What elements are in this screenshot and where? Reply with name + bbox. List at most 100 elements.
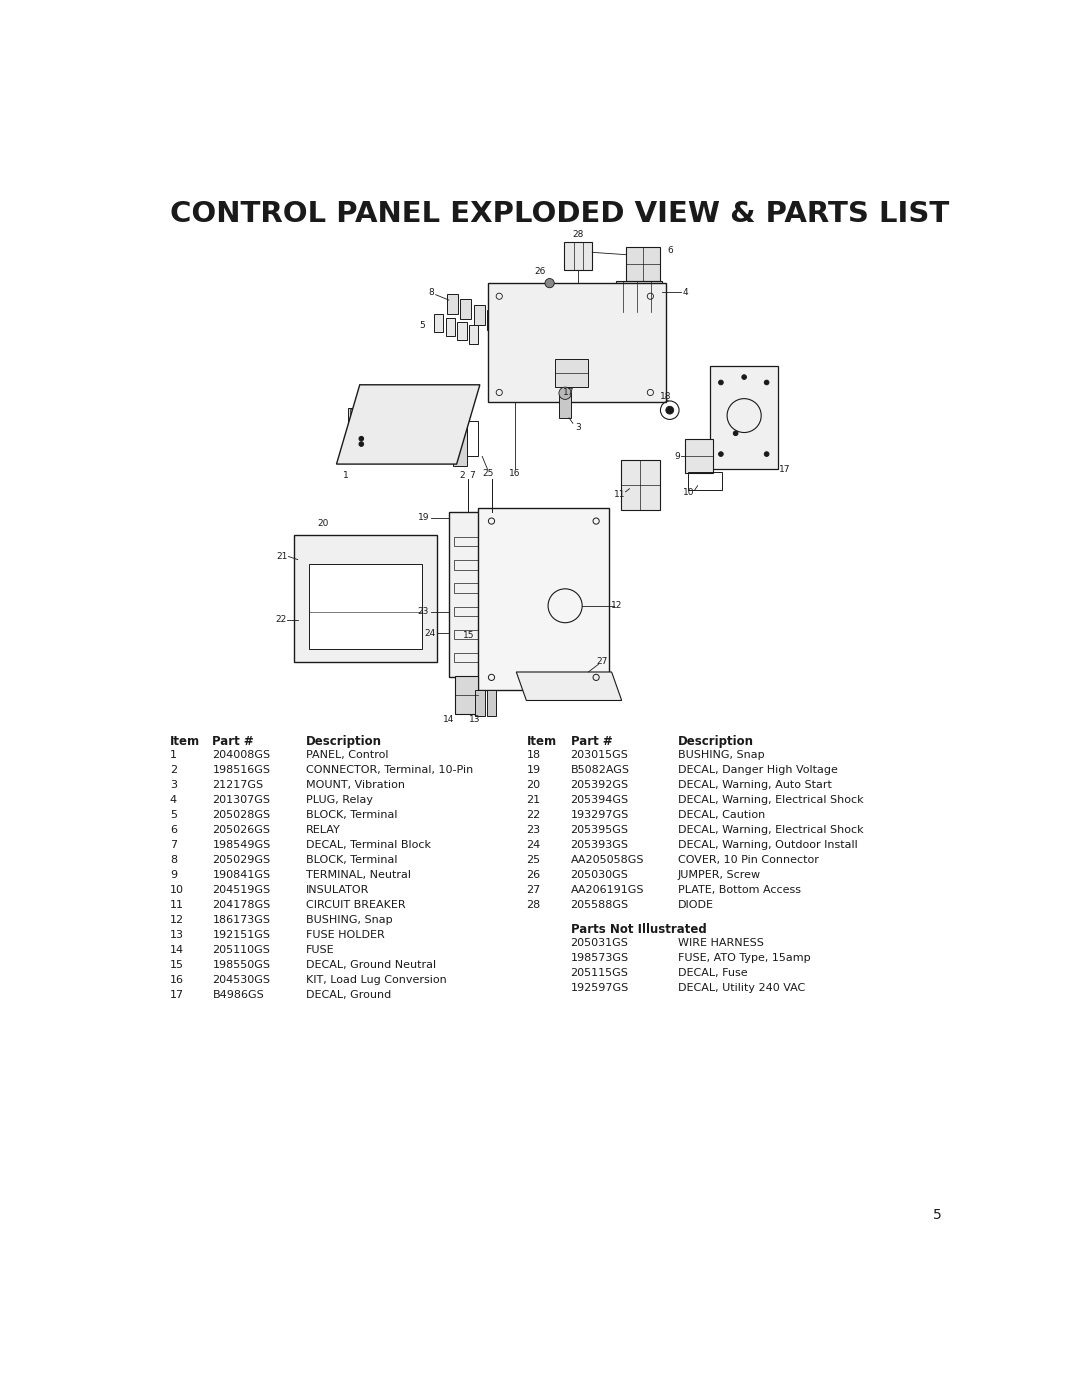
Polygon shape: [447, 293, 458, 314]
Text: 193297GS: 193297GS: [570, 810, 629, 820]
Text: KIT, Load Lug Conversion: KIT, Load Lug Conversion: [306, 975, 446, 985]
Text: 7: 7: [469, 471, 475, 481]
Text: 23: 23: [526, 826, 540, 835]
Circle shape: [359, 441, 364, 447]
Text: 21: 21: [526, 795, 540, 805]
Text: 10: 10: [170, 886, 184, 895]
Text: Item: Item: [170, 735, 200, 749]
Text: FUSE: FUSE: [306, 946, 334, 956]
Text: FUSE, ATO Type, 15amp: FUSE, ATO Type, 15amp: [677, 953, 810, 963]
Text: DECAL, Fuse: DECAL, Fuse: [677, 968, 747, 978]
Text: 204519GS: 204519GS: [213, 886, 271, 895]
Circle shape: [718, 451, 724, 457]
Circle shape: [559, 387, 571, 400]
Text: DECAL, Warning, Outdoor Install: DECAL, Warning, Outdoor Install: [677, 840, 858, 851]
Text: 27: 27: [596, 658, 607, 666]
Text: 205030GS: 205030GS: [570, 870, 629, 880]
Text: PLATE, Bottom Access: PLATE, Bottom Access: [677, 886, 800, 895]
Text: 27: 27: [526, 886, 541, 895]
Text: 6: 6: [170, 826, 177, 835]
Text: Parts Not Illustrated: Parts Not Illustrated: [570, 923, 706, 936]
Text: 3: 3: [170, 780, 177, 791]
Circle shape: [733, 432, 738, 436]
Text: 204008GS: 204008GS: [213, 750, 271, 760]
Text: 17: 17: [564, 388, 575, 397]
Text: PANEL, Control: PANEL, Control: [306, 750, 388, 760]
Text: 16: 16: [170, 975, 184, 985]
Polygon shape: [434, 314, 444, 332]
Text: 19: 19: [526, 766, 540, 775]
Polygon shape: [477, 509, 609, 690]
Text: 201307GS: 201307GS: [213, 795, 270, 805]
Circle shape: [765, 451, 769, 457]
Text: Part #: Part #: [213, 735, 254, 749]
Text: 13: 13: [170, 930, 184, 940]
Text: 205028GS: 205028GS: [213, 810, 271, 820]
Text: 20: 20: [316, 518, 328, 528]
Polygon shape: [453, 426, 467, 465]
Text: B4986GS: B4986GS: [213, 990, 265, 1000]
Text: DECAL, Ground: DECAL, Ground: [306, 990, 391, 1000]
Polygon shape: [449, 511, 488, 678]
Text: 21217GS: 21217GS: [213, 780, 264, 791]
Text: 15: 15: [170, 960, 184, 971]
Polygon shape: [469, 326, 478, 344]
Text: WIRE HARNESS: WIRE HARNESS: [677, 937, 764, 947]
Text: 192151GS: 192151GS: [213, 930, 270, 940]
Text: 11: 11: [613, 490, 625, 499]
Text: Description: Description: [306, 735, 381, 749]
Text: 25: 25: [526, 855, 540, 865]
Text: 205110GS: 205110GS: [213, 946, 270, 956]
Text: 10: 10: [684, 488, 694, 497]
Polygon shape: [487, 690, 496, 715]
Text: 6: 6: [666, 246, 673, 254]
Text: BUSHING, Snap: BUSHING, Snap: [677, 750, 765, 760]
Polygon shape: [487, 310, 498, 330]
Text: 205392GS: 205392GS: [570, 780, 629, 791]
Text: MOUNT, Vibration: MOUNT, Vibration: [306, 780, 405, 791]
Text: AA206191GS: AA206191GS: [570, 886, 644, 895]
Text: 15: 15: [462, 630, 474, 640]
Text: 8: 8: [170, 855, 177, 865]
Circle shape: [718, 380, 724, 384]
Text: 9: 9: [170, 870, 177, 880]
Text: AA205058GS: AA205058GS: [570, 855, 644, 865]
Circle shape: [545, 278, 554, 288]
Text: 28: 28: [526, 900, 541, 911]
Text: 205115GS: 205115GS: [570, 968, 629, 978]
Text: 192597GS: 192597GS: [570, 983, 629, 993]
Text: 198550GS: 198550GS: [213, 960, 270, 971]
Text: PLUG, Relay: PLUG, Relay: [306, 795, 373, 805]
Text: 205031GS: 205031GS: [570, 937, 629, 947]
Text: 186173GS: 186173GS: [213, 915, 270, 925]
Polygon shape: [621, 460, 660, 510]
Circle shape: [742, 374, 746, 380]
Polygon shape: [350, 409, 375, 432]
Text: FUSE HOLDER: FUSE HOLDER: [306, 930, 384, 940]
Text: 22: 22: [275, 615, 286, 624]
Text: DECAL, Warning, Auto Start: DECAL, Warning, Auto Start: [677, 780, 832, 791]
Text: 2: 2: [170, 766, 177, 775]
Circle shape: [666, 407, 674, 414]
Text: 1: 1: [343, 471, 349, 481]
Text: 21: 21: [276, 552, 288, 562]
Text: 18: 18: [526, 750, 540, 760]
Text: COVER, 10 Pin Connector: COVER, 10 Pin Connector: [677, 855, 819, 865]
Polygon shape: [309, 564, 422, 648]
Text: 23: 23: [418, 608, 429, 616]
Text: 26: 26: [526, 870, 540, 880]
Text: DECAL, Warning, Electrical Shock: DECAL, Warning, Electrical Shock: [677, 826, 863, 835]
Polygon shape: [500, 316, 511, 335]
Polygon shape: [555, 359, 589, 387]
Text: 28: 28: [572, 231, 584, 239]
Text: B5082AGS: B5082AGS: [570, 766, 630, 775]
Text: JUMPER, Screw: JUMPER, Screw: [677, 870, 760, 880]
Text: 205395GS: 205395GS: [570, 826, 629, 835]
Text: 5: 5: [933, 1208, 942, 1222]
Circle shape: [359, 436, 364, 441]
Text: 8: 8: [428, 288, 434, 298]
Text: 190841GS: 190841GS: [213, 870, 271, 880]
Text: 11: 11: [170, 900, 184, 911]
Polygon shape: [475, 690, 485, 715]
Text: 205393GS: 205393GS: [570, 840, 629, 851]
